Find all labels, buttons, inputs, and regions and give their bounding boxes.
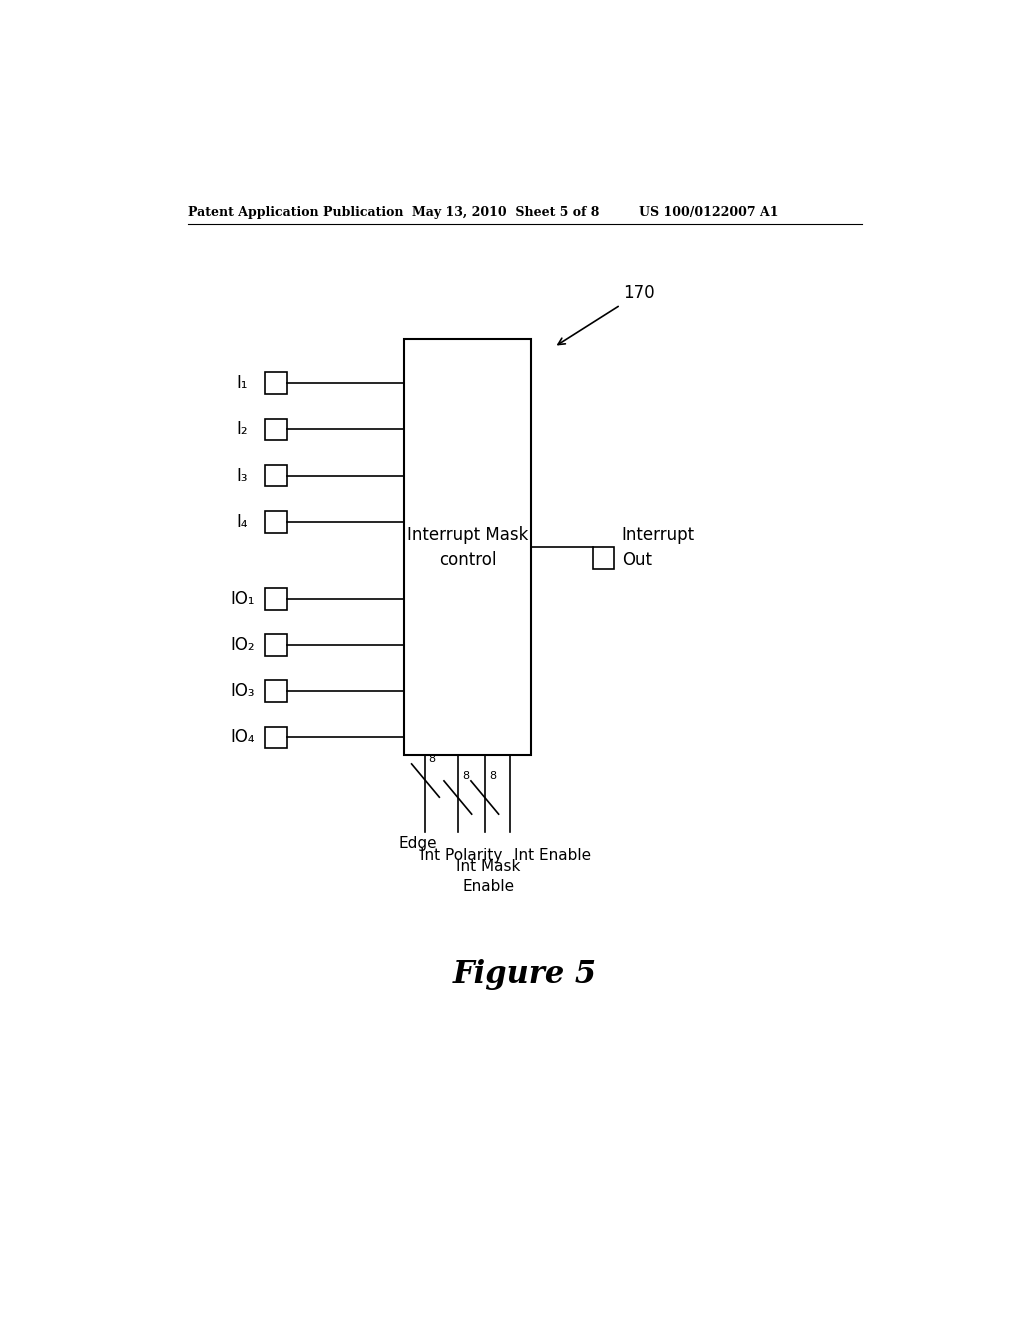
Text: 170: 170 xyxy=(558,284,655,345)
Text: Int Enable: Int Enable xyxy=(514,847,591,862)
Text: May 13, 2010  Sheet 5 of 8: May 13, 2010 Sheet 5 of 8 xyxy=(412,206,599,219)
Text: IO₄: IO₄ xyxy=(230,729,254,746)
Text: Edge: Edge xyxy=(398,836,437,851)
Text: Int Polarity: Int Polarity xyxy=(421,847,503,862)
Text: I₃: I₃ xyxy=(237,467,248,484)
Bar xyxy=(265,372,287,395)
Text: IO₃: IO₃ xyxy=(230,682,254,700)
Text: IO₁: IO₁ xyxy=(230,590,254,607)
Text: IO₂: IO₂ xyxy=(230,636,255,653)
Text: Figure 5: Figure 5 xyxy=(453,960,597,990)
Bar xyxy=(265,511,287,533)
Text: 8: 8 xyxy=(429,754,435,763)
Text: Interrupt
Out: Interrupt Out xyxy=(622,525,695,569)
Text: Interrupt Mask
control: Interrupt Mask control xyxy=(407,525,528,569)
Bar xyxy=(593,548,614,569)
Bar xyxy=(265,465,287,487)
Text: I₂: I₂ xyxy=(237,421,248,438)
Bar xyxy=(265,589,287,610)
Bar xyxy=(265,726,287,748)
Text: 8: 8 xyxy=(489,771,497,780)
Bar xyxy=(265,681,287,702)
Text: Patent Application Publication: Patent Application Publication xyxy=(188,206,403,219)
Bar xyxy=(265,635,287,656)
Text: 8: 8 xyxy=(463,771,470,780)
Text: I₁: I₁ xyxy=(237,375,248,392)
Bar xyxy=(265,418,287,441)
Text: Int Mask
Enable: Int Mask Enable xyxy=(457,859,521,894)
Bar xyxy=(403,339,531,755)
Text: US 100/0122007 A1: US 100/0122007 A1 xyxy=(639,206,778,219)
Text: I₄: I₄ xyxy=(237,513,248,531)
